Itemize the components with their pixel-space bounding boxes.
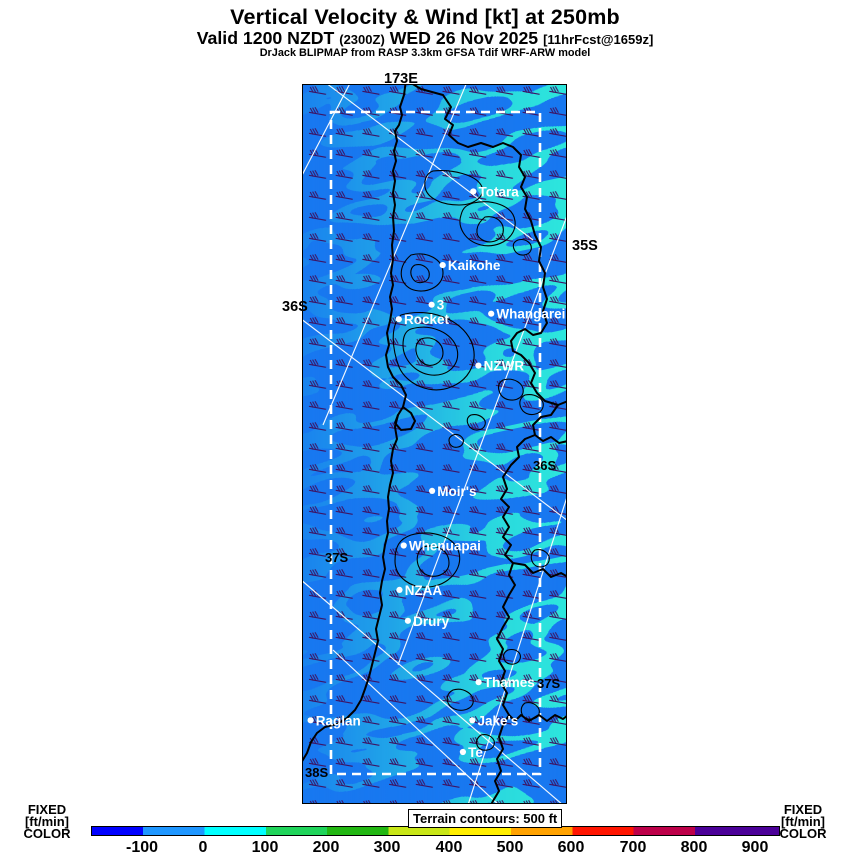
svg-text:37S: 37S [537,676,560,691]
svg-text:Totara: Totara [479,185,520,200]
svg-text:38S: 38S [305,765,328,780]
svg-text:NZWR: NZWR [484,359,525,374]
svg-text:Raglan: Raglan [316,713,361,728]
svg-text:Kaikohe: Kaikohe [448,258,501,273]
svg-text:Whenuapai: Whenuapai [409,539,481,554]
svg-text:Thames: Thames [484,675,535,690]
svg-text:Whangarei: Whangarei [496,307,565,322]
svg-text:Te: Te [468,745,483,760]
svg-text:36S: 36S [533,458,556,473]
svg-text:Moir's: Moir's [437,484,476,499]
svg-text:37S: 37S [325,550,348,565]
svg-text:3: 3 [437,298,445,313]
svg-text:Rocket: Rocket [404,312,450,327]
svg-text:Drury: Drury [413,614,450,629]
svg-text:NZAA: NZAA [405,583,443,598]
svg-text:Jake's: Jake's [478,713,519,728]
